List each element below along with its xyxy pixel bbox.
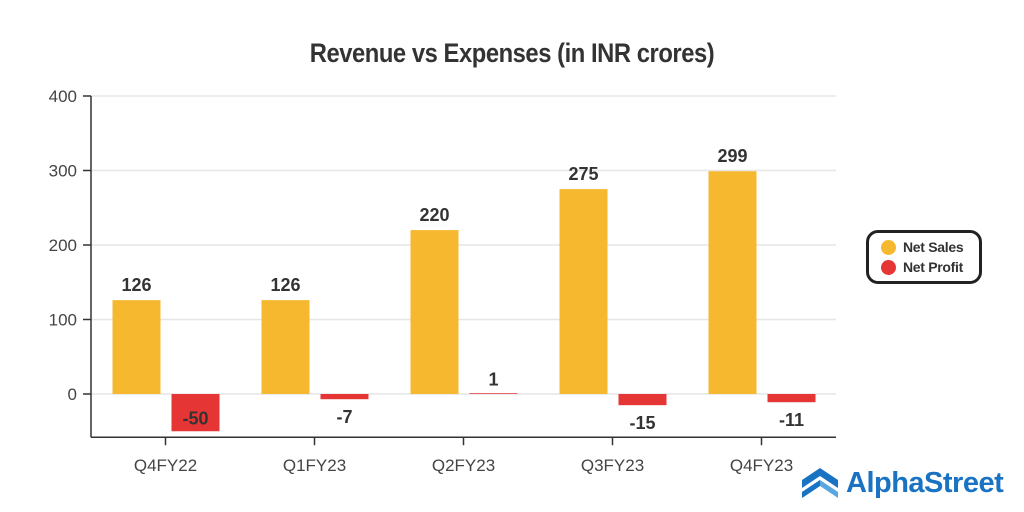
x-tick-label: Q4FY23	[730, 456, 793, 475]
y-tick-label: 400	[49, 87, 77, 106]
bar-net-sales	[261, 300, 310, 394]
x-tick-label: Q2FY23	[432, 456, 495, 475]
bar-net-profit	[320, 394, 369, 400]
bar-net-sales	[559, 189, 608, 394]
alphastreet-logo-icon	[802, 468, 838, 498]
data-label: -11	[779, 410, 804, 430]
data-label: 1	[488, 369, 498, 389]
legend-item-net-profit: Net Profit	[881, 259, 963, 275]
y-tick-label: 300	[49, 162, 77, 181]
data-label: -50	[182, 408, 208, 428]
data-label: 275	[568, 164, 598, 184]
bar-net-profit	[767, 394, 816, 403]
y-tick-label: 200	[49, 236, 77, 255]
legend-label: Net Profit	[903, 259, 964, 275]
data-label: 126	[270, 275, 300, 295]
bar-net-profit	[469, 393, 518, 394]
brand-logo: AlphaStreet	[800, 466, 1004, 500]
data-label: 299	[717, 146, 747, 166]
x-tick-label: Q1FY23	[283, 456, 346, 475]
bar-net-profit	[618, 394, 667, 406]
y-tick-label: 0	[68, 385, 77, 404]
data-label: 220	[419, 205, 449, 225]
data-label: 126	[121, 275, 151, 295]
bar-net-sales	[112, 300, 161, 394]
chart-title: Revenue vs Expenses (in INR crores)	[309, 38, 715, 68]
data-label: -15	[629, 413, 655, 433]
data-label: -7	[336, 407, 352, 427]
legend-swatch-net-sales	[881, 239, 896, 255]
bar-net-sales	[708, 171, 757, 394]
y-tick-label: 100	[49, 311, 77, 330]
legend-label: Net Sales	[903, 239, 964, 255]
brand-name: AlphaStreet	[846, 466, 1004, 499]
x-tick-label: Q3FY23	[581, 456, 644, 475]
legend-item-net-sales: Net Sales	[881, 239, 964, 255]
legend: Net Sales Net Profit	[866, 230, 982, 284]
bar-net-sales	[410, 230, 459, 394]
bar-net-profit	[171, 394, 220, 432]
legend-swatch-net-profit	[881, 259, 896, 275]
x-tick-label: Q4FY22	[134, 456, 197, 475]
